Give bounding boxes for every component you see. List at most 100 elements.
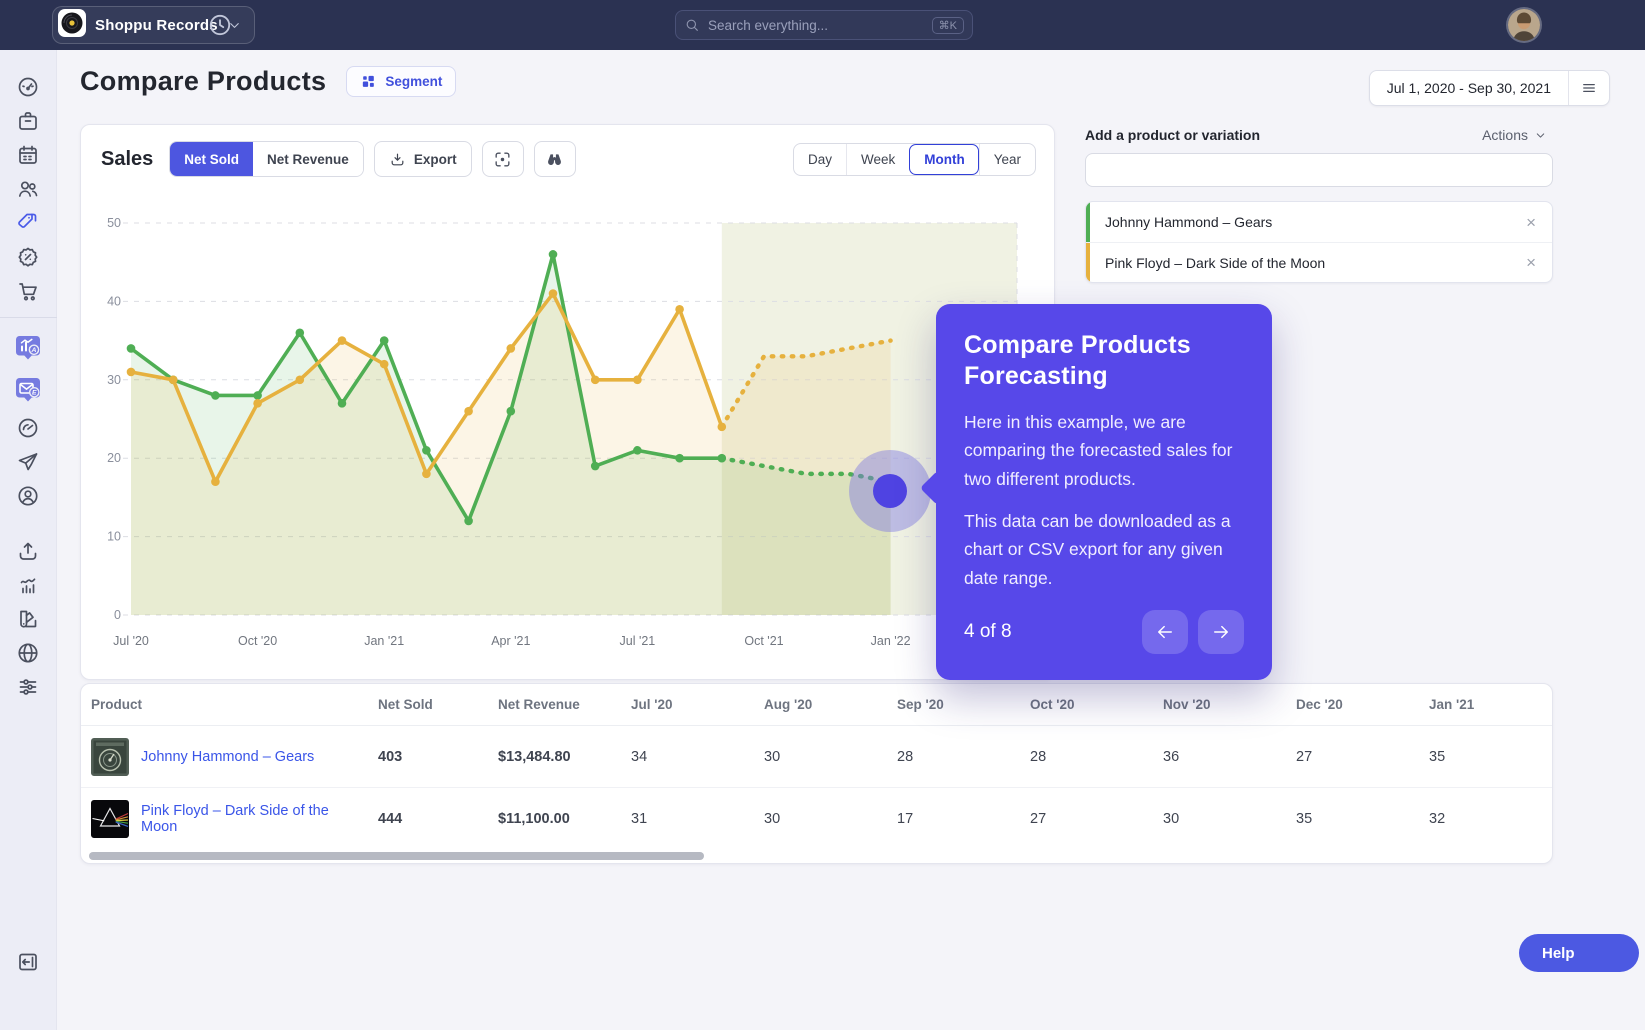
menu-icon: [1580, 79, 1598, 97]
month-value: 35: [1286, 787, 1419, 850]
album-art: [91, 737, 129, 776]
svg-text:Jul '20: Jul '20: [113, 634, 149, 648]
sales-chart: 0 10 20 30 40 50 Jul '20 Oct '20 Jan '21 Apr '21 J…: [107, 216, 1018, 648]
user-avatar[interactable]: [1508, 9, 1540, 41]
column-header-oct-20: Oct '20: [1020, 684, 1153, 726]
column-header-product: Product: [81, 684, 368, 726]
period-tab-year[interactable]: Year: [978, 143, 1035, 175]
month-value: 27: [1296, 748, 1313, 765]
sidebar-item-swatches[interactable]: [16, 607, 40, 631]
export-label: Export: [413, 151, 457, 167]
svg-text:Jan '21: Jan '21: [364, 634, 404, 648]
sliders-icon: [16, 675, 40, 699]
month-value: 30: [1153, 787, 1286, 850]
tour-paragraph: Here in this example, we are comparing t…: [964, 412, 1233, 489]
table-header-row: Product Net Sold Net Revenue Jul '20 Aug '20…: [81, 684, 1552, 726]
svg-text:10: 10: [107, 530, 121, 544]
metric-tabs: Net Sold Net Revenue: [169, 141, 364, 177]
period-tab-month[interactable]: Month: [909, 143, 979, 175]
sidebar-item-tags[interactable]: [16, 211, 40, 235]
sidebar-item-gauge[interactable]: [16, 75, 40, 99]
month-value: 36: [1163, 748, 1180, 765]
actions-dropdown[interactable]: Actions: [1476, 126, 1553, 144]
net-revenue-value: $11,100.00: [488, 787, 621, 850]
svg-text:E: E: [32, 390, 37, 397]
month-value: 27: [1020, 787, 1153, 850]
products-table: Product Net Sold Net Revenue Jul '20 Aug '20…: [81, 684, 1552, 850]
product-chip-label: Johnny Hammond – Gears: [1105, 214, 1273, 230]
product-link[interactable]: Pink Floyd – Dark Side of the Moon: [141, 802, 329, 835]
chart-bubble-icon: A: [13, 333, 43, 363]
export-button[interactable]: Export: [373, 141, 472, 177]
segment-button[interactable]: Segment: [346, 66, 457, 97]
svg-text:Oct '20: Oct '20: [238, 634, 277, 648]
month-value: 32: [1419, 787, 1552, 850]
cart-icon: [16, 279, 40, 303]
period-tab-day[interactable]: Day: [794, 144, 846, 175]
sidebar-item-speedometer[interactable]: [16, 416, 40, 440]
upload-icon: [16, 539, 40, 563]
product-link[interactable]: Johnny Hammond – Gears: [141, 748, 315, 765]
product-chip: Pink Floyd – Dark Side of the Moon ×: [1086, 242, 1552, 282]
sidebar-item-panel-toggle[interactable]: [16, 950, 40, 974]
brand-name: Shoppu Records: [95, 16, 218, 34]
month-value: 30: [754, 787, 887, 850]
arrow-left-icon: [1155, 622, 1175, 642]
segment-icon: [360, 73, 377, 90]
sidebar-item-users[interactable]: [16, 177, 40, 201]
sidebar-item-badge-percent[interactable]: [16, 245, 40, 269]
sales-card-title: Sales: [101, 147, 154, 170]
svg-text:40: 40: [107, 294, 121, 308]
svg-text:50: 50: [107, 216, 121, 230]
period-tab-week[interactable]: Week: [845, 143, 909, 175]
sidebar-item-paper-plane[interactable]: [16, 450, 40, 474]
product-search-input[interactable]: [1085, 153, 1553, 187]
tour-next-button[interactable]: [1198, 610, 1244, 655]
date-range-menu-button[interactable]: [1569, 71, 1609, 105]
sidebar-item-chart-bubble[interactable]: A: [13, 333, 43, 363]
svg-text:30: 30: [107, 373, 121, 387]
sidebar-item-user-circle[interactable]: [16, 484, 40, 508]
sidebar-item-mail-bubble[interactable]: E: [13, 375, 43, 405]
inspect-button[interactable]: [533, 141, 576, 177]
package-icon: [16, 109, 40, 133]
binoculars-icon: [545, 150, 564, 169]
metric-tab-net-sold[interactable]: Net Sold: [170, 142, 254, 176]
sidebar-item-globe[interactable]: [16, 641, 40, 665]
column-header-jul-20: Jul '20: [621, 684, 754, 726]
panel-toggle-icon: [16, 950, 40, 974]
sidebar-item-package[interactable]: [16, 109, 40, 133]
paper-plane-icon: [16, 450, 40, 474]
sidebar-item-chart-line[interactable]: [16, 573, 40, 597]
activity-history-button[interactable]: [207, 12, 233, 38]
metric-tab-net-revenue[interactable]: Net Revenue: [253, 142, 363, 176]
search-icon: [684, 17, 700, 33]
product-chip: Johnny Hammond – Gears ×: [1086, 202, 1552, 242]
main-content: Compare Products Segment Jul 1, 2020 - S…: [57, 50, 1645, 1030]
svg-text:Oct '21: Oct '21: [744, 634, 783, 648]
date-range-button[interactable]: Jul 1, 2020 - Sep 30, 2021: [1370, 71, 1569, 105]
products-table-card: Product Net Sold Net Revenue Jul '20 Aug '20…: [80, 683, 1553, 864]
compare-panel: Add a product or variation Actions Johnn…: [1085, 126, 1553, 283]
tags-icon: [16, 211, 40, 235]
svg-text:Jan '22: Jan '22: [871, 634, 911, 648]
global-search-input[interactable]: Search everything... ⌘K: [675, 10, 973, 40]
sidebar-item-upload[interactable]: [16, 539, 40, 563]
remove-product-button[interactable]: ×: [1526, 253, 1536, 272]
tour-prev-button[interactable]: [1142, 610, 1188, 655]
tour-step-counter: 4 of 8: [964, 621, 1012, 643]
globe-icon: [16, 641, 40, 665]
product-chip-label: Pink Floyd – Dark Side of the Moon: [1105, 254, 1326, 271]
sidebar-item-sliders[interactable]: [16, 675, 40, 699]
help-button[interactable]: Help: [1519, 934, 1639, 972]
snapshot-button[interactable]: [481, 141, 524, 177]
sales-chart-card: Sales Net Sold Net Revenue Export Day Week…: [80, 124, 1055, 680]
mail-bubble-icon: E: [13, 375, 43, 405]
remove-product-button[interactable]: ×: [1526, 212, 1536, 232]
date-range-picker: Jul 1, 2020 - Sep 30, 2021: [1368, 70, 1610, 106]
sidebar-item-calendar[interactable]: [16, 143, 40, 167]
sidebar-item-cart[interactable]: [16, 279, 40, 303]
scrollbar-thumb[interactable]: [89, 851, 704, 860]
compare-panel-label: Add a product or variation: [1085, 127, 1261, 143]
